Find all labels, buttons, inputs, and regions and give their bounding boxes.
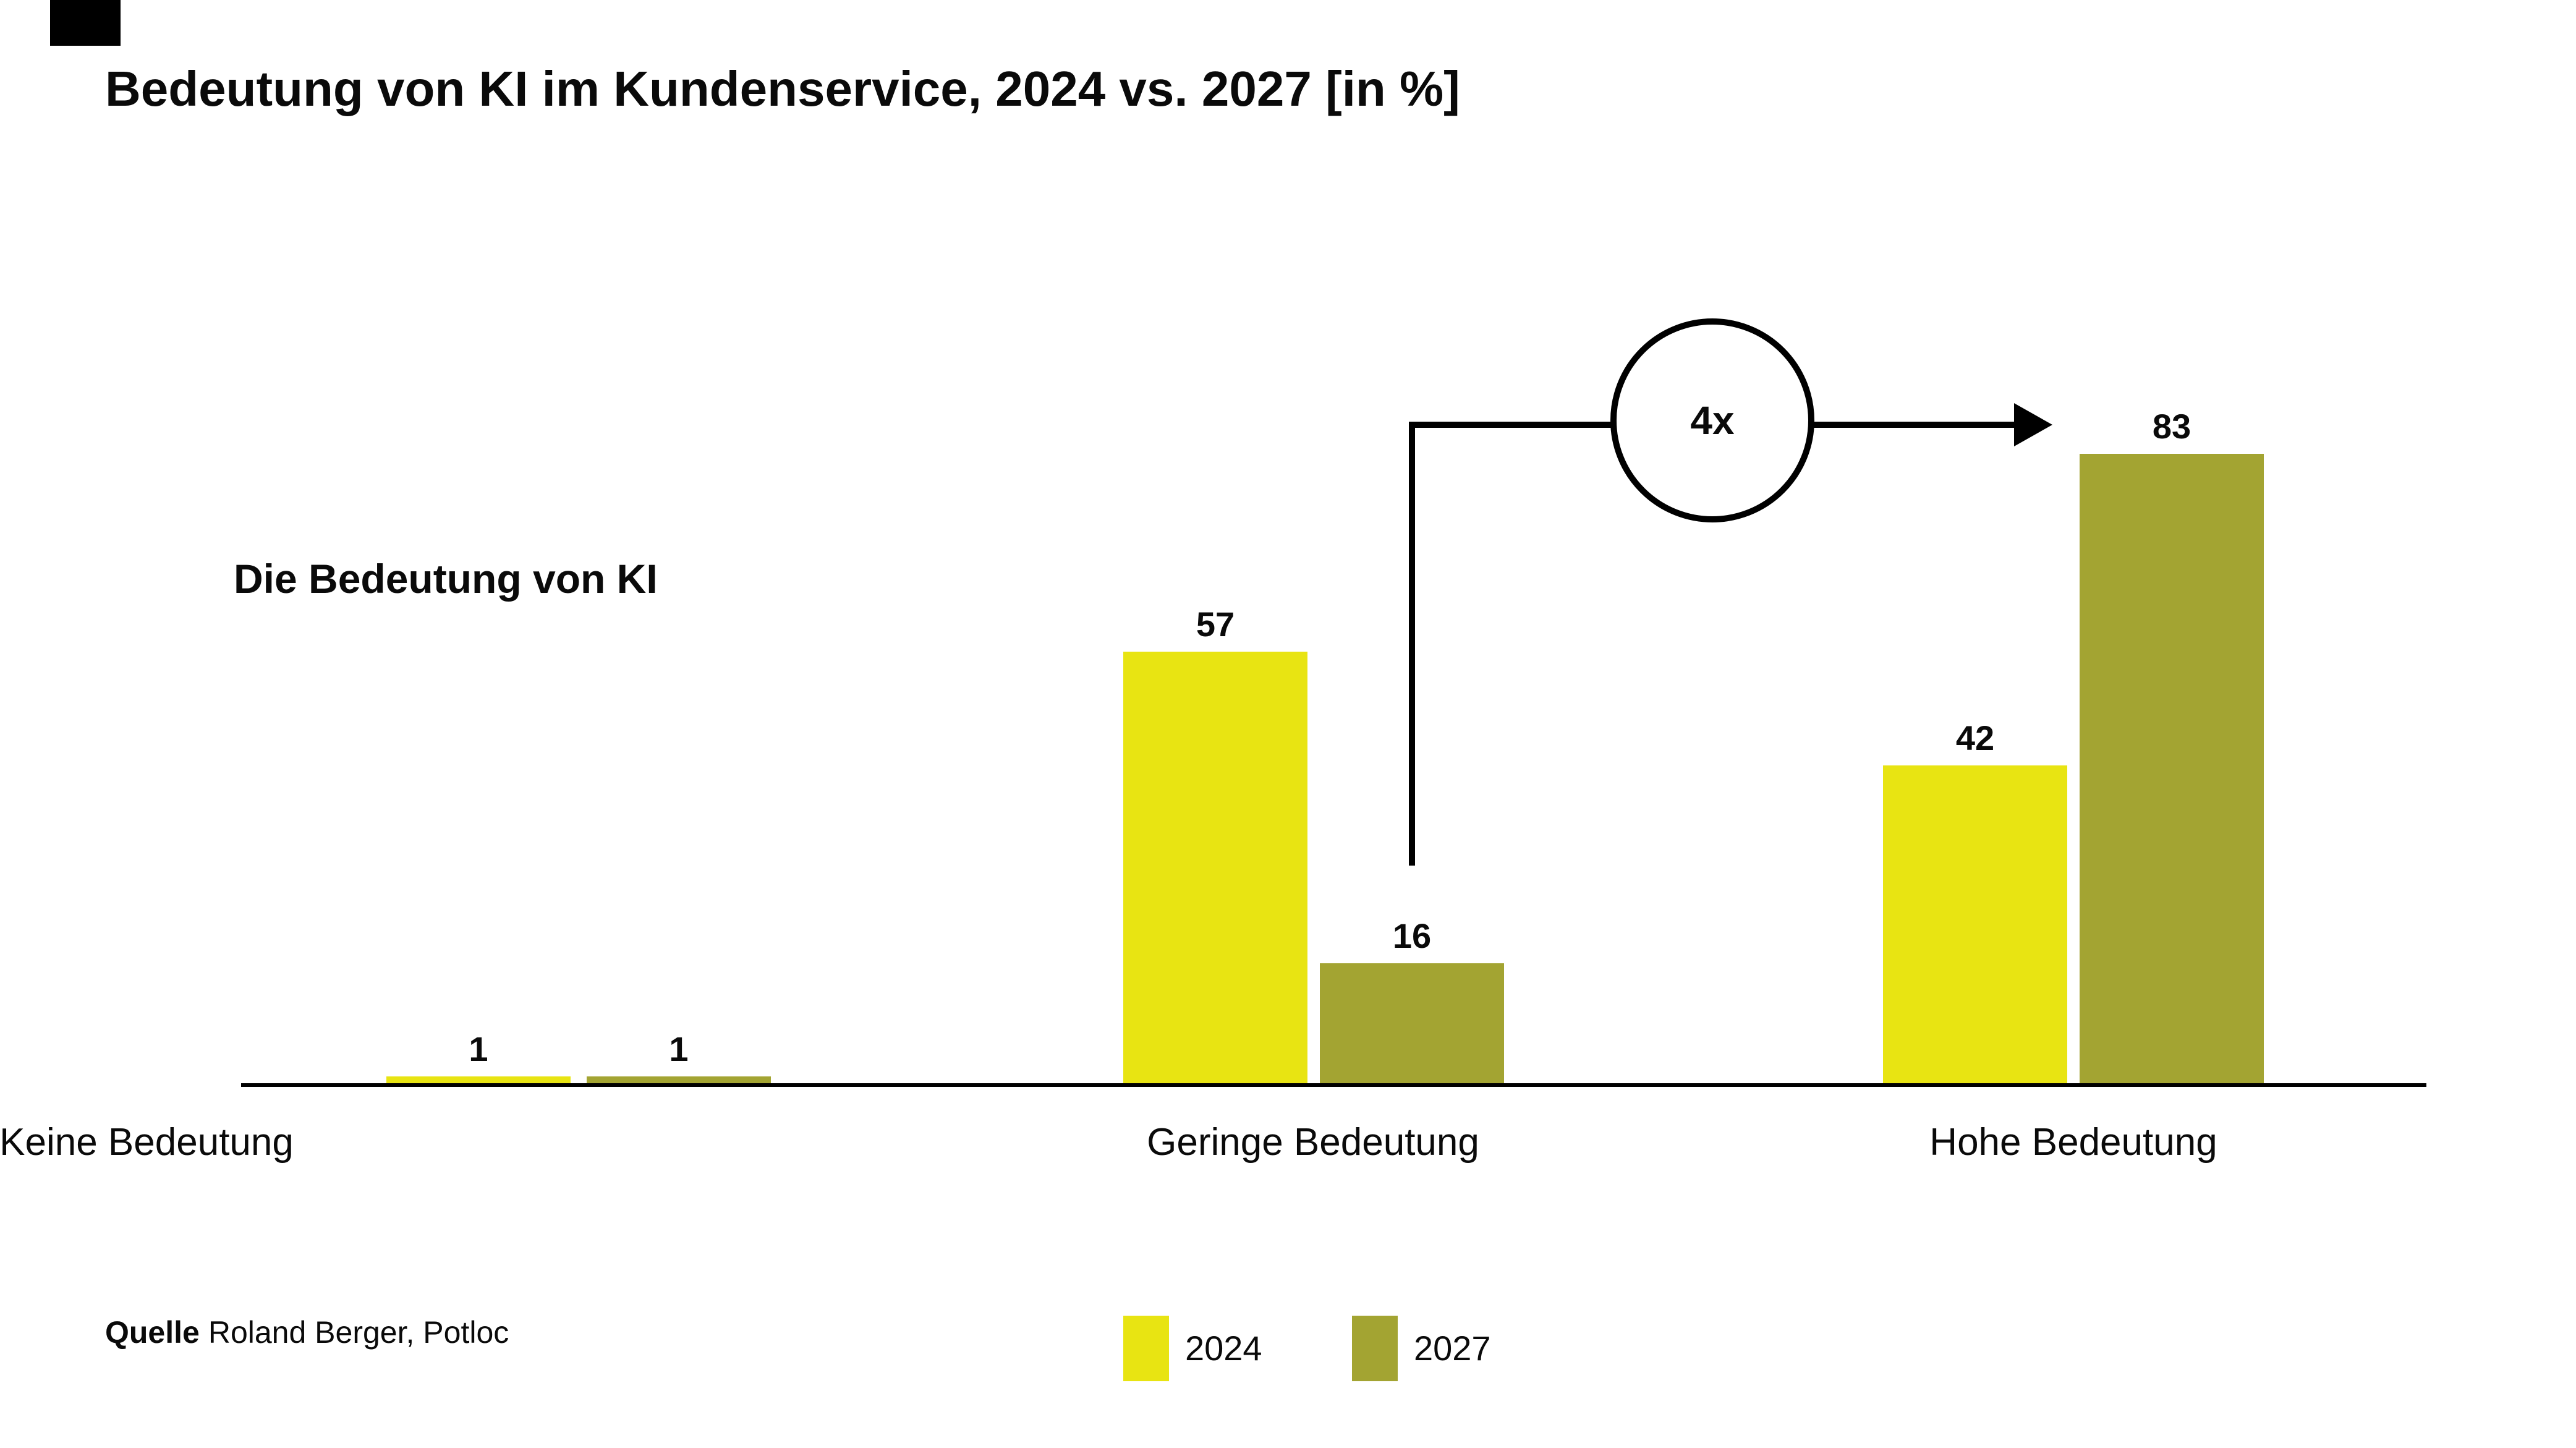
bar-group-hohe-2027: 83 xyxy=(2080,409,2264,1085)
bar-keine-2024 xyxy=(386,1076,571,1085)
bar-value-label: 83 xyxy=(2152,407,2191,446)
legend-swatch-2024 xyxy=(1123,1316,1169,1381)
bar-group-geringe-2024: 57 xyxy=(1123,607,1307,1085)
source-text: Roland Berger, Potloc xyxy=(208,1315,509,1350)
brand-mark-square xyxy=(50,0,121,46)
bar-hohe-2027 xyxy=(2080,454,2264,1085)
source-line: Quelle Roland Berger, Potloc xyxy=(105,1314,509,1350)
legend-swatch-2027 xyxy=(1352,1316,1398,1381)
annotation-connector-vertical-line xyxy=(1409,425,1415,866)
bar-value-label: 57 xyxy=(1196,604,1235,644)
bar-group-keine-2027: 1 xyxy=(587,1032,771,1085)
source-label: Quelle xyxy=(105,1315,200,1350)
page-title: Bedeutung von KI im Kundenservice, 2024 … xyxy=(105,61,1460,116)
annotation-circle: 4x xyxy=(1610,318,1814,522)
legend-item-2027: 2027 xyxy=(1352,1316,1491,1381)
category-label-geringe: Geringe Bedeutung xyxy=(1147,1121,1479,1164)
bar-geringe-2027 xyxy=(1320,963,1504,1085)
bar-group-keine-2024: 1 xyxy=(386,1032,571,1085)
annotation-multiplier-label: 4x xyxy=(1690,398,1735,443)
category-label-keine: Keine Bedeutung xyxy=(0,1121,294,1164)
legend-label-2024: 2024 xyxy=(1185,1329,1262,1368)
bar-group-geringe-2027: 16 xyxy=(1320,919,1504,1085)
annotation-arrowhead-icon xyxy=(2014,403,2052,446)
bar-geringe-2024 xyxy=(1123,651,1307,1085)
chart-side-label: Die Bedeutung von KI xyxy=(234,556,658,602)
bar-hohe-2024 xyxy=(1883,765,2067,1085)
category-label-hohe: Hohe Bedeutung xyxy=(1929,1121,2217,1164)
bar-value-label: 42 xyxy=(1955,718,1995,758)
x-axis-line xyxy=(241,1083,2426,1087)
bar-value-label: 1 xyxy=(469,1029,488,1068)
bar-value-label: 1 xyxy=(669,1029,689,1068)
legend-label-2027: 2027 xyxy=(1414,1329,1491,1368)
bar-group-hohe-2024: 42 xyxy=(1883,721,2067,1085)
legend-item-2024: 2024 xyxy=(1123,1316,1262,1381)
bar-keine-2027 xyxy=(587,1076,771,1085)
bar-value-label: 16 xyxy=(1392,916,1432,956)
